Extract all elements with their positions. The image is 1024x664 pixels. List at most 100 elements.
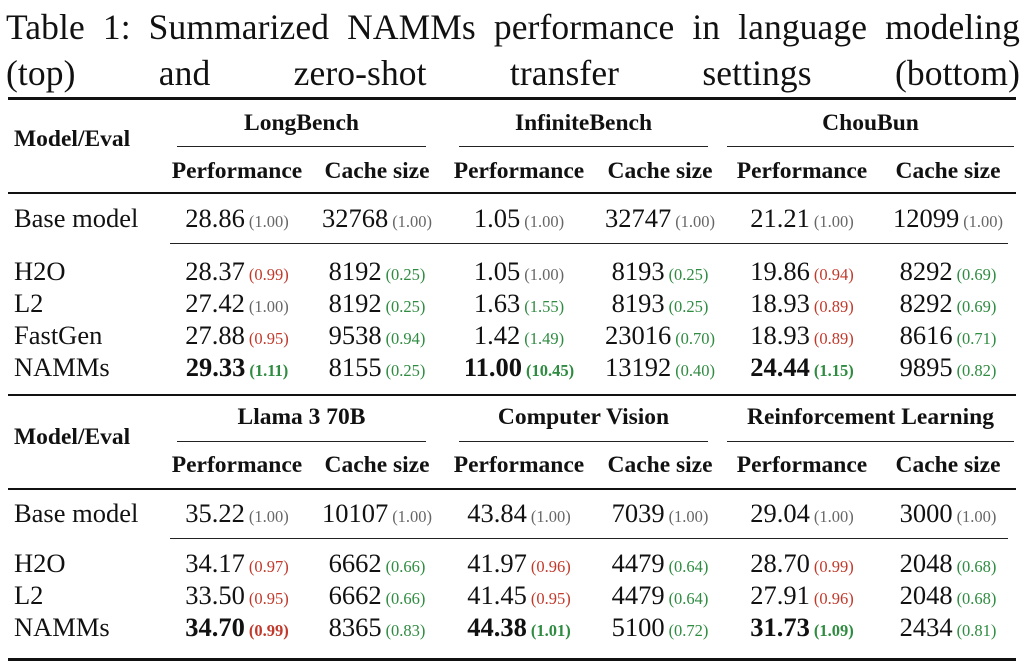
cell-value: 10107 [321, 498, 389, 528]
cell-ratio: (1.00) [668, 507, 709, 526]
cell-value: 35.22 [185, 498, 245, 528]
header-rule [8, 192, 1016, 194]
column-header: Performance [453, 452, 585, 478]
cell-value: 3000 [899, 498, 953, 528]
cell-ratio: (0.66) [385, 589, 426, 608]
table-cell: 11.00 (10.45) [449, 352, 589, 383]
column-header: Cache size [324, 452, 430, 478]
cell-value: 18.93 [750, 320, 810, 350]
cell-ratio: (0.68) [956, 589, 997, 608]
cell-value: 7039 [611, 498, 665, 528]
table-cell: 41.97 (0.96) [449, 548, 589, 579]
group-header: Computer Vision [497, 404, 670, 430]
cell-ratio: (0.68) [956, 557, 997, 576]
cell-ratio: (0.95) [248, 589, 289, 608]
cell-value: 4479 [611, 548, 665, 578]
cell-ratio: (0.71) [956, 329, 997, 348]
header-rule [8, 488, 1016, 490]
cell-ratio: (1.01) [530, 621, 571, 640]
table-cell: 23016 (0.70) [590, 320, 730, 351]
cell-ratio: (0.25) [385, 265, 426, 284]
cell-ratio: (1.00) [813, 507, 854, 526]
cell-value: 8155 [328, 352, 382, 382]
table-cell: 1.63 (1.55) [449, 288, 589, 319]
table-cell: 28.70 (0.99) [732, 548, 872, 579]
row-label: H2O [14, 256, 66, 286]
column-header: Cache size [895, 158, 1001, 184]
table-cell: 27.88 (0.95) [167, 320, 307, 351]
cell-ratio: (1.49) [524, 329, 565, 348]
table-cell: 41.45 (0.95) [449, 580, 589, 611]
table-cell: 33.50 (0.95) [167, 580, 307, 611]
table-cell: 8193 (0.25) [590, 288, 730, 319]
table-cell: 34.70 (0.99) [167, 612, 307, 643]
cell-value: 6662 [328, 580, 382, 610]
column-header: Performance [171, 158, 303, 184]
cell-value: 5100 [611, 612, 665, 642]
column-header: Cache size [607, 158, 713, 184]
cell-ratio: (0.64) [668, 589, 709, 608]
section-rule [8, 394, 1016, 396]
table-bottom-rule [8, 658, 1016, 661]
cell-ratio: (0.99) [248, 265, 289, 284]
cell-ratio: (1.00) [248, 507, 289, 526]
column-header: Performance [736, 452, 868, 478]
cell-value: 1.63 [473, 288, 521, 318]
cell-value: 1.42 [473, 320, 521, 350]
cell-ratio: (1.09) [813, 621, 854, 640]
cell-value: 29.04 [750, 498, 810, 528]
cell-value: 13192 [604, 352, 672, 382]
cell-ratio: (1.11) [249, 361, 289, 380]
cell-ratio: (0.94) [813, 265, 854, 284]
cell-value: 41.97 [467, 548, 527, 578]
cell-value: 24.44 [750, 352, 810, 382]
table-cell: 6662 (0.66) [307, 580, 447, 611]
table-cell: 27.91 (0.96) [732, 580, 872, 611]
cell-value: 2048 [899, 580, 953, 610]
cell-value: 9895 [899, 352, 953, 382]
model-eval-header: Model/Eval [14, 126, 131, 152]
cell-value: 12099 [892, 203, 960, 233]
row-label: Base model [14, 203, 139, 233]
group-header: InfiniteBench [514, 110, 653, 136]
cell-ratio: (0.99) [248, 621, 289, 640]
table-cell: 31.73 (1.09) [732, 612, 872, 643]
table-cell: 44.38 (1.01) [449, 612, 589, 643]
cell-ratio: (1.00) [963, 212, 1004, 231]
table-cell: 29.33 (1.11) [167, 352, 307, 383]
cell-value: 19.86 [750, 256, 810, 286]
row-label: L2 [14, 288, 44, 318]
cell-value: 1.05 [473, 256, 521, 286]
cell-ratio: (0.69) [956, 265, 997, 284]
table-cell: 24.44 (1.15) [732, 352, 872, 383]
table-cell: 8616 (0.71) [878, 320, 1018, 351]
cell-ratio: (0.96) [530, 557, 571, 576]
table-cell: 8193 (0.25) [590, 256, 730, 287]
column-header: Cache size [324, 158, 430, 184]
cell-value: 28.37 [185, 256, 245, 286]
row-label: Base model [14, 498, 139, 528]
row-label: NAMMs [14, 612, 110, 642]
cell-ratio: (0.97) [248, 557, 289, 576]
table-cell: 7039 (1.00) [590, 498, 730, 529]
cell-value: 29.33 [185, 352, 246, 382]
cell-ratio: (0.25) [668, 297, 709, 316]
cell-ratio: (0.83) [385, 621, 426, 640]
cell-ratio: (0.94) [385, 329, 426, 348]
table-cell: 4479 (0.64) [590, 580, 730, 611]
cell-ratio: (1.00) [248, 297, 289, 316]
table-cell: 5100 (0.72) [590, 612, 730, 643]
cell-ratio: (0.25) [385, 361, 426, 380]
table-cell: 8292 (0.69) [878, 288, 1018, 319]
cell-value: 27.91 [750, 580, 810, 610]
table-cell: 18.93 (0.89) [732, 320, 872, 351]
cell-value: 31.73 [750, 612, 810, 642]
cell-ratio: (1.00) [392, 212, 433, 231]
table-cell: 1.05 (1.00) [449, 256, 589, 287]
table-cell: 28.86 (1.00) [167, 203, 307, 234]
cell-ratio: (1.00) [524, 265, 565, 284]
cell-value: 34.70 [185, 612, 245, 642]
table-cell: 2434 (0.81) [878, 612, 1018, 643]
row-label: L2 [14, 580, 44, 610]
cell-value: 8365 [328, 612, 382, 642]
